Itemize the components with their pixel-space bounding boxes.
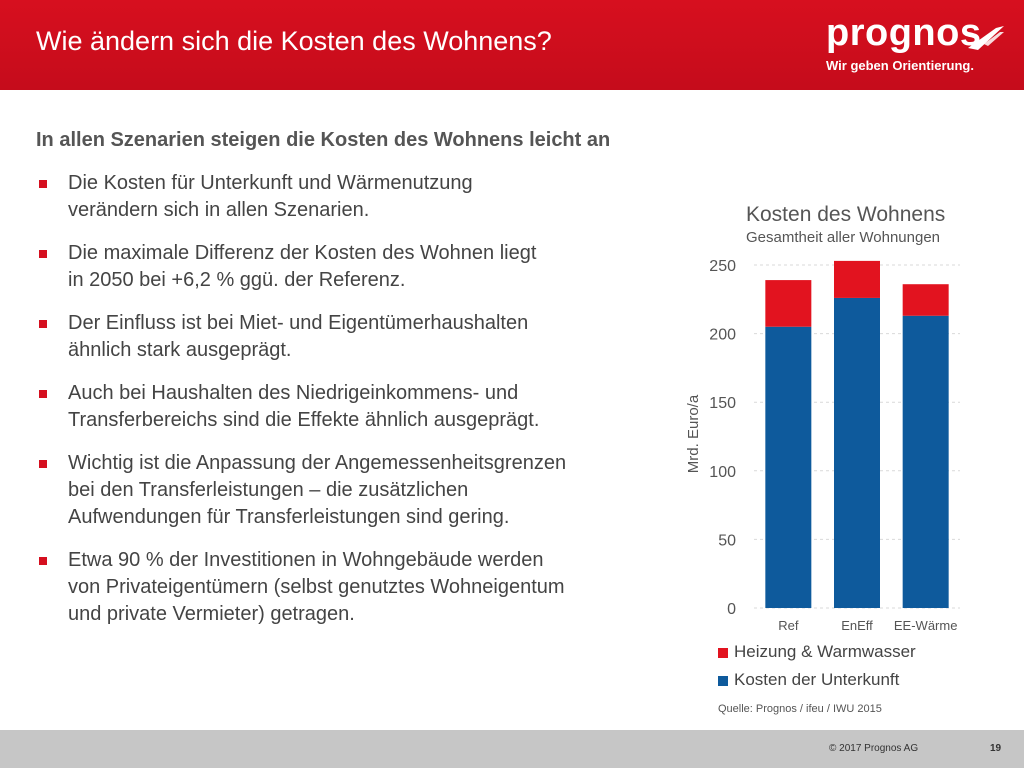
x-tick-label: EnEff — [841, 618, 873, 633]
bullet-text: Der Einfluss ist bei Miet- und Eigentüme… — [68, 312, 529, 334]
y-tick-label: 250 — [709, 258, 736, 275]
bullet-item: Der Einfluss ist bei Miet- und Eigentüme… — [36, 310, 646, 364]
bullet-square-icon — [39, 460, 47, 468]
bullet-square-icon — [39, 320, 47, 328]
bullet-text: Die maximale Differenz der Kosten des Wo… — [68, 242, 537, 264]
bar-segment-eneff-0 — [834, 297, 880, 608]
stacked-bar-chart: Mrd. Euro/a 0 50 100 150 200 250 Ref EnEff EE-Wä… — [685, 258, 960, 633]
bar-segment-ee-w-rme-1 — [902, 284, 949, 316]
bullet-item: Wichtig ist die Anpassung der Angemessen… — [36, 450, 646, 531]
bullet-text: Transferbereichs sind die Effekte ähnlic… — [68, 409, 540, 431]
bullet-square-icon — [39, 180, 47, 188]
x-tick-label: EE-Wärme — [894, 618, 958, 633]
bullet-text: in 2050 bei +6,2 % ggü. der Referenz. — [68, 269, 406, 291]
logo-tagline: Wir geben Orientierung. — [826, 58, 974, 73]
x-tick-label: Ref — [778, 618, 799, 633]
page-number: 19 — [990, 743, 1002, 754]
bullet-item: Die Kosten für Unterkunft und Wärmenutzu… — [36, 170, 646, 224]
bullet-text: Etwa 90 % der Investitionen in Wohngebäu… — [68, 549, 544, 571]
bullet-square-icon — [39, 250, 47, 258]
source-note: Quelle: Prognos / ifeu / IWU 2015 — [718, 703, 882, 715]
bullet-text: Wichtig ist die Anpassung der Angemessen… — [68, 452, 567, 474]
prognos-logo: prognos Wir geben Orientierung. — [826, 12, 1006, 78]
slide-title: Wie ändern sich die Kosten des Wohnens? — [36, 26, 552, 56]
bar-segment-eneff-1 — [834, 260, 880, 298]
y-tick-label: 0 — [727, 601, 736, 618]
bullet-item: Die maximale Differenz der Kosten des Wo… — [36, 240, 646, 294]
bar-segment-ref-1 — [765, 280, 812, 327]
bullet-text: ähnlich stark ausgeprägt. — [68, 339, 292, 361]
bar-segment-ee-w-rme-0 — [902, 315, 949, 608]
y-tick-label: 50 — [718, 532, 736, 549]
bullet-list: Die Kosten für Unterkunft und Wärmenutzu… — [36, 170, 646, 644]
bullet-item: Auch bei Haushalten des Niedrigeinkommen… — [36, 380, 646, 434]
bullet-square-icon — [39, 390, 47, 398]
section-heading: In allen Szenarien steigen die Kosten de… — [36, 129, 611, 151]
legend-swatch — [718, 648, 728, 658]
y-tick-label: 150 — [709, 395, 736, 412]
legend-swatch — [718, 676, 728, 686]
bar-segment-ref-0 — [765, 326, 812, 608]
bullet-text: bei den Transferleistungen – die zusätzl… — [68, 479, 469, 501]
bullet-text: Die Kosten für Unterkunft und Wärmenutzu… — [68, 172, 473, 194]
bullet-square-icon — [39, 557, 47, 565]
chart-subtitle: Gesamtheit aller Wohnungen — [746, 229, 941, 246]
legend-label: Heizung & Warmwasser — [734, 642, 916, 661]
chart-title: Kosten des Wohnens — [746, 203, 946, 226]
y-axis-title: Mrd. Euro/a — [685, 394, 702, 473]
y-tick-label: 100 — [709, 464, 736, 481]
bullet-text: Auch bei Haushalten des Niedrigeinkommen… — [68, 382, 519, 404]
bullet-text: verändern sich in allen Szenarien. — [68, 199, 370, 221]
footer-bar: © 2017 Prognos AG 19 — [0, 730, 1024, 768]
logo-wordmark: prognos — [826, 12, 982, 54]
legend-label: Kosten der Unterkunft — [734, 670, 900, 689]
bullet-text: Aufwendungen für Transferleistungen sind… — [68, 506, 510, 528]
logo-swoosh-icon — [968, 26, 1004, 50]
header-bar: Wie ändern sich die Kosten des Wohnens? … — [0, 0, 1024, 90]
bullet-item: Etwa 90 % der Investitionen in Wohngebäu… — [36, 547, 646, 628]
bullet-text: von Privateigentümern (selbst genutztes … — [68, 576, 565, 598]
bullet-text: und private Vermieter) getragen. — [68, 603, 355, 625]
copyright-text: © 2017 Prognos AG — [829, 743, 919, 754]
y-tick-label: 200 — [709, 327, 736, 344]
